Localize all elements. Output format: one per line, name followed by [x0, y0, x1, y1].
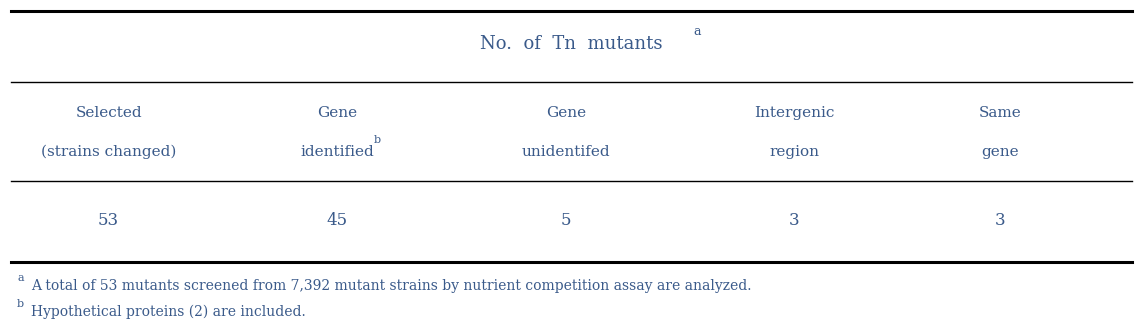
Text: No.  of  Tn  mutants: No. of Tn mutants — [480, 35, 663, 53]
Text: unidentifed: unidentifed — [521, 145, 610, 159]
Text: Selected: Selected — [75, 106, 142, 120]
Text: (strains changed): (strains changed) — [41, 145, 176, 159]
Text: a: a — [694, 25, 702, 38]
Text: a: a — [17, 273, 24, 283]
Text: Intergenic: Intergenic — [754, 106, 834, 120]
Text: 3: 3 — [789, 212, 800, 229]
Text: 45: 45 — [327, 212, 347, 229]
Text: gene: gene — [982, 145, 1018, 159]
Text: A total of 53 mutants screened from 7,392 mutant strains by nutrient competition: A total of 53 mutants screened from 7,39… — [31, 279, 751, 293]
Text: b: b — [17, 299, 24, 309]
Text: 53: 53 — [98, 212, 119, 229]
Text: 5: 5 — [560, 212, 572, 229]
Text: Gene: Gene — [545, 106, 586, 120]
Text: Hypothetical proteins (2) are included.: Hypothetical proteins (2) are included. — [31, 305, 305, 319]
Text: 3: 3 — [994, 212, 1006, 229]
Text: region: region — [769, 145, 820, 159]
Text: identified: identified — [301, 145, 374, 159]
Text: b: b — [374, 135, 381, 145]
Text: Gene: Gene — [317, 106, 358, 120]
Text: Same: Same — [978, 106, 1022, 120]
